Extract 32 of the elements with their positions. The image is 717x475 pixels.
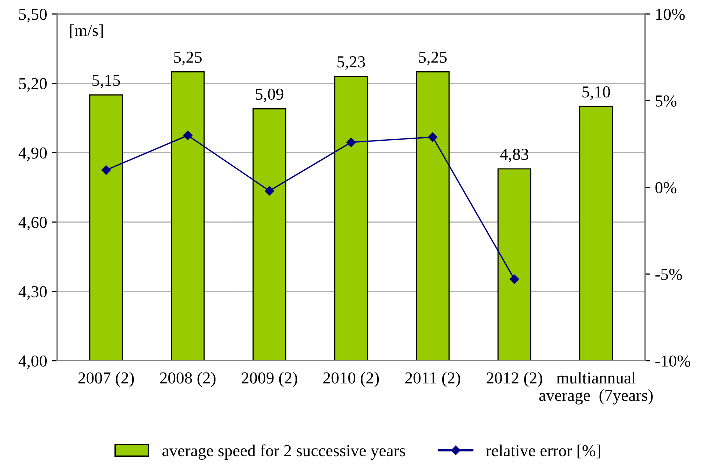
data-label: 5,15 bbox=[92, 75, 120, 89]
data-label: 5,25 bbox=[174, 52, 202, 66]
x-tick-label: 2011 (2) bbox=[406, 372, 460, 388]
point bbox=[510, 274, 520, 284]
data-label: 5,10 bbox=[582, 86, 610, 100]
legend-label: relative error [%] bbox=[486, 444, 600, 459]
x-tick-label: 2009 (2) bbox=[242, 372, 298, 388]
y-tick-label: 4,00 bbox=[18, 356, 47, 370]
y2-tick-label: 0% bbox=[656, 182, 677, 194]
data-label: 5,25 bbox=[419, 52, 447, 66]
y2-tick-label: -5% bbox=[656, 269, 682, 280]
point bbox=[346, 138, 356, 148]
y2-tick-label: 5% bbox=[656, 96, 677, 107]
data-label: 4,83 bbox=[500, 148, 529, 163]
x-tick-label: 2008 (2) bbox=[160, 372, 216, 388]
y-tick-label: 5,20 bbox=[19, 78, 47, 92]
legend-label: average speed for 2 successive years bbox=[162, 444, 406, 460]
y-tick-label: 5,50 bbox=[19, 8, 47, 23]
data-label: 5,09 bbox=[256, 88, 284, 102]
y-tick-label: 4,30 bbox=[18, 286, 47, 300]
y2-tick-label: 10% bbox=[656, 8, 686, 20]
point bbox=[183, 130, 193, 140]
point bbox=[102, 166, 111, 175]
point bbox=[265, 186, 274, 196]
y2-tick-label: -10% bbox=[656, 356, 691, 367]
y-tick-label: 4,60 bbox=[18, 217, 47, 231]
x-tick-label: 2010 (2) bbox=[324, 372, 380, 388]
y-axis-title: [m/s] bbox=[70, 24, 104, 38]
point bbox=[428, 132, 438, 142]
y-tick-label: 4,90 bbox=[18, 148, 47, 162]
data-label: 5,23 bbox=[338, 56, 366, 70]
x-tick-label: 2007 (2) bbox=[78, 372, 134, 388]
